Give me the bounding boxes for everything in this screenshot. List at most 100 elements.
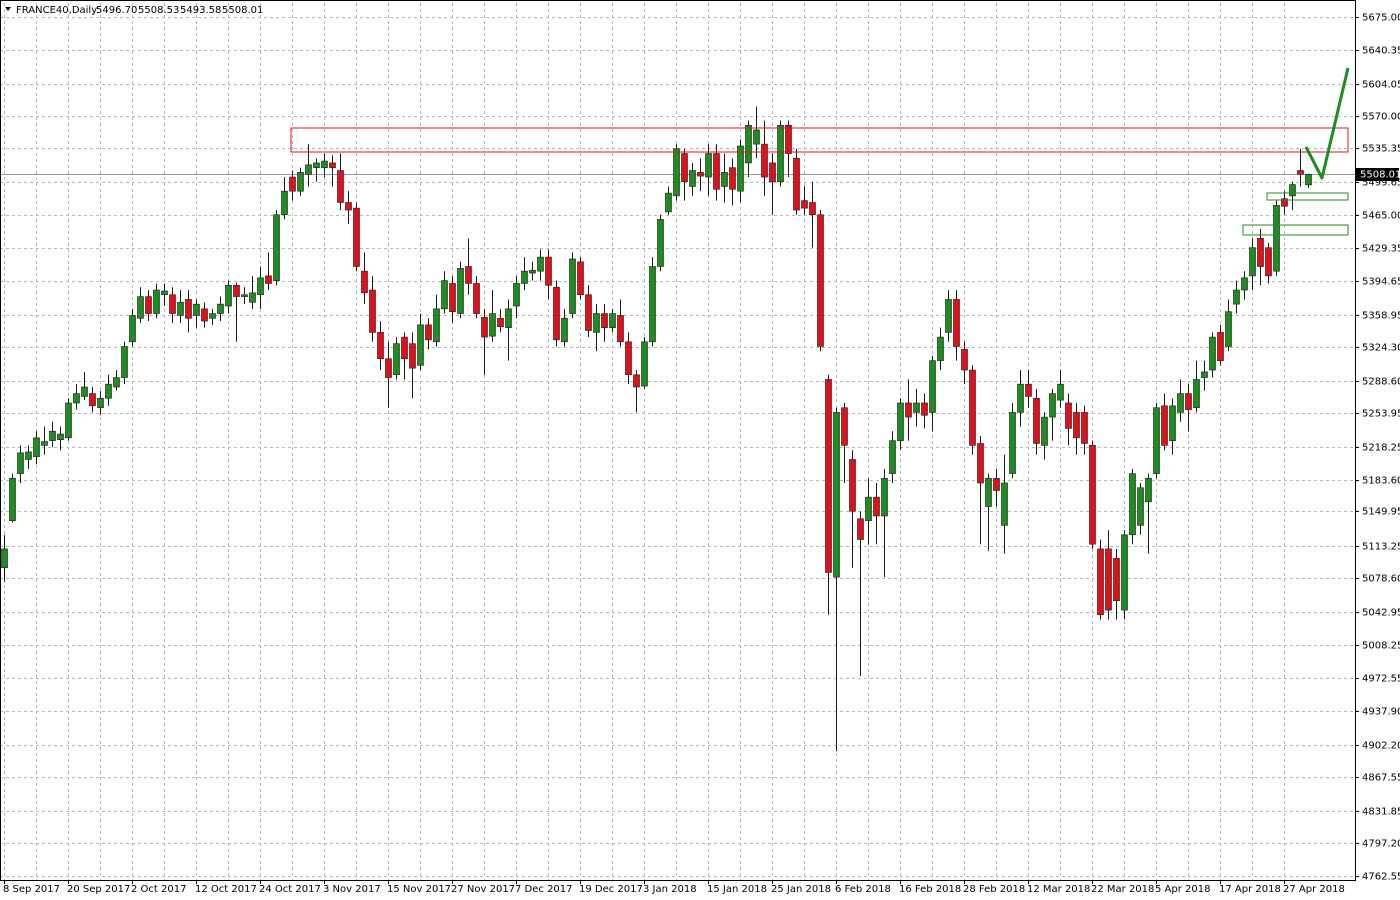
header-values: 5496.70 5508.53 5493.58 5508.01 — [96, 5, 263, 16]
candle-body — [753, 129, 760, 145]
candle-body — [1193, 379, 1200, 409]
candle-body — [1017, 383, 1024, 413]
y-tick-label: 5042.95 — [1362, 608, 1400, 619]
candle-body — [649, 266, 656, 343]
y-tick-label: 5394.65 — [1362, 277, 1400, 288]
x-tick-label: 28 Feb 2018 — [963, 884, 1025, 895]
candle-body — [505, 308, 512, 328]
header-value: 5496.70 — [96, 5, 137, 16]
candle-body — [577, 261, 584, 296]
x-tick-label: 25 Jan 2018 — [771, 884, 831, 895]
candle-body — [361, 270, 368, 294]
last-price-box — [1356, 168, 1399, 181]
candle-body — [489, 313, 496, 337]
candle-body — [241, 294, 248, 297]
candle-body — [1185, 393, 1192, 410]
candle-body — [1049, 393, 1056, 418]
candle-body — [537, 256, 544, 272]
candle-body — [969, 369, 976, 446]
candle-body — [873, 496, 880, 517]
x-tick-label: 17 Apr 2018 — [1219, 884, 1281, 895]
y-tick-label: 4972.55 — [1362, 674, 1400, 685]
candle-body — [697, 172, 704, 177]
candle-body — [313, 162, 320, 168]
y-tick-label: 5183.60 — [1362, 476, 1400, 487]
x-tick-label: 5 Apr 2018 — [1155, 884, 1210, 895]
menu-triangle — [5, 7, 11, 11]
x-tick-label: 12 Mar 2018 — [1027, 884, 1090, 895]
candle-body — [265, 275, 272, 284]
y-tick-label: 5324.30 — [1362, 343, 1400, 354]
y-tick-label: 5535.35 — [1362, 144, 1400, 155]
candle-body — [665, 192, 672, 213]
candle-body — [1233, 289, 1240, 305]
candle-body — [545, 256, 552, 286]
candle-body — [97, 397, 104, 409]
candle-body — [233, 285, 240, 297]
candle-body — [801, 200, 808, 209]
candle-body — [1121, 534, 1128, 611]
last-price-label: 5508.01 — [1360, 170, 1400, 181]
candle-body — [1273, 205, 1280, 272]
candle-body — [1065, 402, 1072, 429]
y-tick-label: 5465.00 — [1362, 211, 1400, 222]
candle-body — [425, 324, 432, 341]
candle-body — [465, 266, 472, 284]
candles — [1, 106, 1312, 752]
candle-body — [1145, 478, 1152, 503]
candle-body — [49, 430, 56, 441]
candle-body — [1161, 405, 1168, 446]
y-tick-label: 4797.20 — [1362, 839, 1400, 850]
candle-body — [193, 303, 200, 316]
y-tick-label: 5675.00 — [1362, 13, 1400, 24]
candle-body — [393, 343, 400, 376]
x-tick-label: 20 Sep 2017 — [67, 884, 130, 895]
candle-body — [761, 143, 768, 178]
candle-body — [401, 336, 408, 360]
candle-body — [1129, 473, 1136, 536]
candle-body — [513, 283, 520, 307]
candle-body — [1249, 247, 1256, 277]
candle-body — [585, 294, 592, 331]
x-tick-label: 27 Nov 2017 — [451, 884, 515, 895]
candle-body — [217, 303, 224, 314]
y-tick-label: 5253.95 — [1362, 409, 1400, 420]
candle-body — [689, 170, 696, 187]
candle-body — [345, 202, 352, 211]
candle-body — [1041, 416, 1048, 446]
candle-body — [113, 377, 120, 388]
candle-body — [737, 145, 744, 192]
header-value: 5508.53 — [138, 5, 179, 16]
candle-body — [809, 202, 816, 216]
candle-body — [1225, 311, 1232, 347]
x-tick-label: 16 Feb 2018 — [899, 884, 961, 895]
candle-body — [89, 393, 96, 407]
x-tick-label: 7 Dec 2017 — [515, 884, 573, 895]
y-tick-label: 4867.55 — [1362, 773, 1400, 784]
candle-body — [337, 170, 344, 203]
candle-body — [913, 402, 920, 413]
y-tick-label: 5008.25 — [1362, 641, 1400, 652]
y-tick-label: 5358.95 — [1362, 311, 1400, 322]
candle-body — [961, 349, 968, 371]
candle-body — [9, 478, 16, 521]
candle-body — [561, 317, 568, 343]
candle-body — [1, 548, 8, 569]
candle-body — [673, 148, 680, 197]
candle-body — [721, 172, 728, 187]
candle-body — [1033, 397, 1040, 444]
candle-body — [121, 346, 128, 378]
candle-body — [1209, 336, 1216, 371]
x-tick-label: 15 Nov 2017 — [387, 884, 451, 895]
candle-body — [905, 402, 912, 418]
candle-body — [993, 478, 1000, 491]
candle-body — [457, 268, 464, 314]
candle-body — [921, 402, 928, 416]
candle-body — [857, 518, 864, 540]
candle-body — [1081, 412, 1088, 444]
candle-body — [769, 162, 776, 183]
candle-body — [1281, 198, 1288, 207]
forecast-arrow — [1304, 67, 1350, 180]
candle-body — [1153, 407, 1160, 474]
candle-body — [17, 452, 24, 474]
